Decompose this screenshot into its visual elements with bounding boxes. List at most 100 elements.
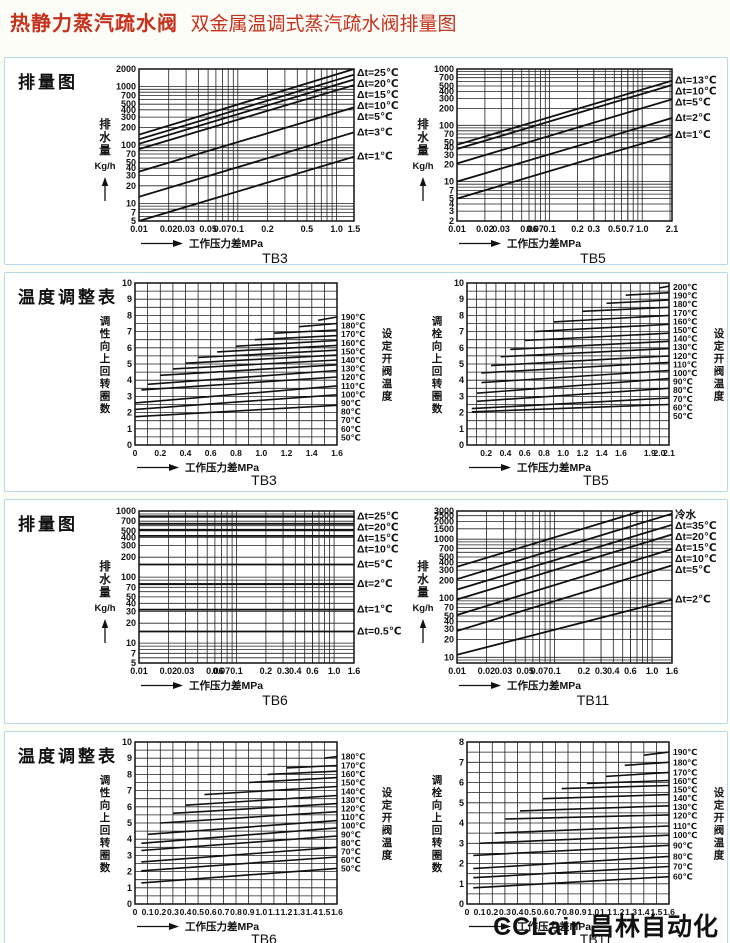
svg-text:70℃: 70℃ <box>341 847 361 857</box>
svg-text:1.3: 1.3 <box>293 907 305 917</box>
svg-text:0.05: 0.05 <box>199 224 217 234</box>
svg-text:10: 10 <box>126 638 136 648</box>
svg-text:1: 1 <box>459 879 464 889</box>
svg-text:转: 转 <box>432 836 443 849</box>
svg-text:1.5: 1.5 <box>348 224 361 234</box>
svg-text:130℃: 130℃ <box>673 802 697 812</box>
svg-text:20: 20 <box>126 618 136 628</box>
svg-text:1.6: 1.6 <box>666 666 679 676</box>
svg-text:1.0: 1.0 <box>255 448 267 458</box>
svg-text:0.07: 0.07 <box>531 666 549 676</box>
svg-text:190℃: 190℃ <box>673 291 697 301</box>
svg-text:6: 6 <box>127 343 132 353</box>
svg-text:Δt=15℃: Δt=15℃ <box>675 542 717 554</box>
svg-text:90℃: 90℃ <box>673 840 693 850</box>
svg-text:110℃: 110℃ <box>341 381 365 391</box>
svg-text:80℃: 80℃ <box>673 385 693 395</box>
svg-text:200: 200 <box>439 103 454 113</box>
svg-text:6: 6 <box>127 802 132 812</box>
svg-text:1.0: 1.0 <box>557 448 569 458</box>
svg-text:0.7: 0.7 <box>549 907 561 917</box>
svg-text:160℃: 160℃ <box>341 769 365 779</box>
svg-text:0.02: 0.02 <box>160 224 178 234</box>
svg-text:7: 7 <box>459 757 464 767</box>
chart-tb3-discharge: 2000 1000 700 500 400 300 200 100 70 50 40 30 20 10 7 5… <box>91 61 413 264</box>
svg-text:0.6: 0.6 <box>205 448 217 458</box>
svg-text:度: 度 <box>714 848 725 861</box>
svg-text:500: 500 <box>121 99 136 109</box>
svg-text:1.0: 1.0 <box>330 224 343 234</box>
svg-text:0: 0 <box>133 907 138 917</box>
svg-text:10: 10 <box>122 737 132 747</box>
svg-text:0.8: 0.8 <box>562 907 574 917</box>
svg-text:2.1: 2.1 <box>663 448 675 458</box>
svg-text:0.1: 0.1 <box>474 907 486 917</box>
svg-text:0.7: 0.7 <box>217 907 229 917</box>
svg-text:0.01: 0.01 <box>448 224 466 234</box>
svg-text:设: 设 <box>382 327 393 340</box>
svg-text:50℃: 50℃ <box>673 411 693 421</box>
svg-text:性: 性 <box>100 786 111 799</box>
svg-text:0.2: 0.2 <box>261 224 274 234</box>
svg-text:0.03: 0.03 <box>177 224 195 234</box>
svg-text:1.1: 1.1 <box>600 907 612 917</box>
page-title-subtitle: 双金属温调式蒸汽疏水阀排量图 <box>190 14 457 35</box>
svg-text:0.6: 0.6 <box>537 907 549 917</box>
svg-text:圈: 圈 <box>432 390 443 402</box>
svg-text:0.01: 0.01 <box>130 666 148 676</box>
svg-text:设: 设 <box>714 327 725 340</box>
svg-text:工作压力差MPa: 工作压力差MPa <box>185 461 259 474</box>
svg-text:0: 0 <box>127 440 132 450</box>
svg-text:20: 20 <box>126 181 136 191</box>
svg-text:200: 200 <box>439 575 454 585</box>
svg-text:8: 8 <box>127 310 132 320</box>
svg-text:2: 2 <box>449 216 454 226</box>
svg-text:170℃: 170℃ <box>341 329 365 339</box>
svg-text:1.0: 1.0 <box>328 666 341 676</box>
chart-svg-tb6_temp: 0 1 2 3 4 5 6 7 8 9 10 0 0.1 0.2 0.3 0.4 0.5 0.6 0.7 0.8 0.9… <box>99 737 393 943</box>
svg-text:150℃: 150℃ <box>341 778 365 788</box>
svg-text:400: 400 <box>439 86 454 96</box>
panel-temp-adjust-tb3-tb5: 温度调整表 0 1 2 3 4 5 6 7 8 9 10 0 0.2 0.4 0.6 0.8 1.0 1.2 1.4… <box>4 272 728 492</box>
svg-text:性: 性 <box>100 327 111 340</box>
svg-text:170℃: 170℃ <box>341 761 365 771</box>
svg-text:回: 回 <box>100 365 111 377</box>
svg-text:9: 9 <box>127 294 132 304</box>
svg-text:300: 300 <box>121 541 136 551</box>
svg-text:0.3: 0.3 <box>277 666 290 676</box>
svg-text:TB6: TB6 <box>262 692 288 707</box>
svg-text:100℃: 100℃ <box>673 830 697 840</box>
svg-text:30: 30 <box>126 607 136 617</box>
svg-text:300: 300 <box>439 93 454 103</box>
svg-text:3: 3 <box>449 206 454 216</box>
svg-text:200℃: 200℃ <box>673 282 697 292</box>
svg-text:180℃: 180℃ <box>673 757 697 767</box>
panel-discharge-tb6-tb11: 排量图 1000 700 500 400 300 200 100 70 50 40 30 20 10 7 5… <box>4 499 728 724</box>
svg-text:50℃: 50℃ <box>341 864 361 874</box>
svg-text:20: 20 <box>444 635 454 645</box>
svg-text:工作压力差MPa: 工作压力差MPa <box>507 237 581 250</box>
chart-tb5-temp-adjust: 0 1 2 3 4 5 6 7 8 9 10 0.2 0.4 0.6 0.8 1.0 1.2 1.4 1.6 1.9 2… <box>423 275 727 491</box>
svg-text:2: 2 <box>127 408 132 418</box>
svg-text:0.4: 0.4 <box>180 448 192 458</box>
svg-text:0.1: 0.1 <box>232 224 245 234</box>
svg-text:温: 温 <box>382 377 393 390</box>
svg-text:10: 10 <box>122 278 132 288</box>
svg-text:1.9: 1.9 <box>644 448 656 458</box>
svg-text:1: 1 <box>127 883 132 893</box>
svg-text:6: 6 <box>459 778 464 788</box>
svg-text:110℃: 110℃ <box>341 812 365 822</box>
svg-text:70: 70 <box>126 582 136 592</box>
svg-text:上: 上 <box>100 811 111 824</box>
svg-text:调: 调 <box>100 314 111 327</box>
svg-text:0.2: 0.2 <box>154 448 166 458</box>
svg-text:向: 向 <box>100 798 111 811</box>
svg-text:水: 水 <box>99 130 111 144</box>
svg-text:数: 数 <box>99 402 111 415</box>
svg-text:700: 700 <box>439 543 454 553</box>
svg-text:80℃: 80℃ <box>673 851 693 861</box>
svg-text:0.9: 0.9 <box>243 907 255 917</box>
svg-text:700: 700 <box>121 91 136 101</box>
